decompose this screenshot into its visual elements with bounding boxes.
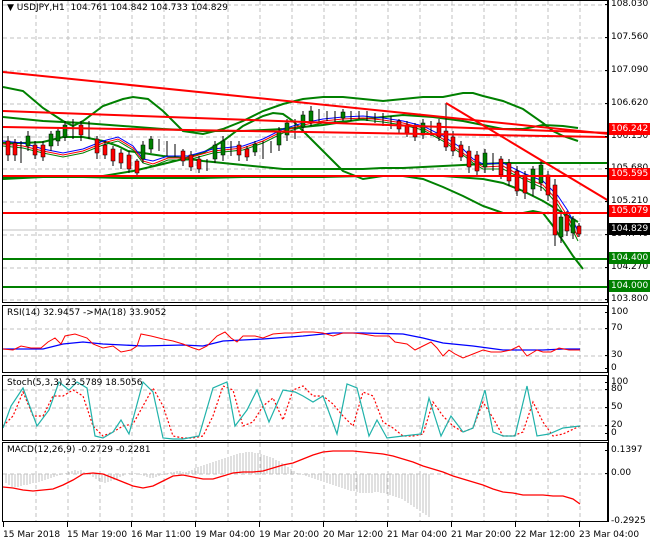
price-tick: 104.270: [604, 262, 648, 273]
time-label: 20 Mar 12:00: [323, 522, 384, 540]
price-axis[interactable]: 108.030 107.560 107.090 106.620 106.150 …: [604, 0, 650, 305]
macd-axis: 0.1397 0.00 -0.2925: [604, 442, 650, 526]
rsi-tick: 0: [605, 363, 617, 374]
price-tick: 107.560: [604, 32, 648, 43]
main-price-chart[interactable]: ▼ USDJPY,H1 104.761 104.842 104.733 104.…: [2, 0, 608, 303]
price-plot: [3, 1, 607, 302]
stoch-tick: 100: [604, 377, 628, 388]
symbol-timeframe: USDJPY,H1: [16, 3, 65, 13]
time-axis[interactable]: 15 Mar 2018 15 Mar 19:00 16 Mar 11:00 19…: [0, 522, 650, 550]
rsi-axis: 100 70 30 0: [604, 305, 650, 374]
price-tick: 107.090: [604, 65, 648, 76]
rsi-ma-line: [3, 332, 580, 351]
stoch-title: Stoch(5,3,3) 23.5789 18.5056: [7, 378, 143, 388]
level-badge-105079: 105.079: [609, 205, 650, 217]
rsi-tick: 30: [604, 350, 622, 361]
time-label: 19 Mar 20:00: [259, 522, 320, 540]
current-price-badge: 104.829: [609, 223, 650, 235]
stochastic-panel[interactable]: Stoch(5,3,3) 23.5789 18.5056: [2, 375, 608, 441]
time-label: 22 Mar 12:00: [515, 522, 576, 540]
rsi-tick: 70: [604, 323, 622, 334]
time-label: 21 Mar 04:00: [387, 522, 448, 540]
axis-divider: [608, 0, 609, 522]
rsi-panel[interactable]: RSI(14) 32.9457 ->MA(18) 33.9052: [2, 305, 608, 373]
stoch-main-line: [3, 380, 581, 440]
macd-histogram: [5, 452, 430, 517]
rsi-tick: 100: [604, 307, 628, 318]
stoch-tick: 0: [605, 428, 617, 439]
level-badge-104000: 104.000: [609, 280, 650, 292]
stoch-tick: 50: [604, 402, 622, 413]
ohlc-values: 104.761 104.842 104.733 104.829: [70, 3, 228, 13]
time-label: 19 Mar 04:00: [195, 522, 256, 540]
stoch-plot: [3, 376, 607, 440]
rsi-line: [3, 331, 580, 359]
chart-title: ▼ USDJPY,H1 104.761 104.842 104.733 104.…: [7, 3, 228, 13]
price-tick: 108.030: [604, 0, 648, 10]
price-tick: 105.210: [604, 196, 648, 207]
price-tick: 106.150: [604, 131, 648, 142]
time-label: 21 Mar 20:00: [451, 522, 512, 540]
stoch-tick: 80: [604, 384, 622, 395]
price-candles: [5, 103, 582, 246]
macd-signal-line: [3, 450, 581, 505]
time-label: 23 Mar 04:00: [579, 522, 640, 540]
chart-menu-arrow-icon[interactable]: ▼: [7, 3, 14, 13]
macd-tick: 0.00: [604, 468, 631, 479]
bull-candles: [25, 110, 576, 238]
rsi-plot: [3, 306, 607, 372]
stoch-axis: 100 80 50 20 0: [604, 375, 650, 441]
level-badge-104400: 104.400: [609, 252, 650, 264]
time-label: 15 Mar 2018: [3, 522, 61, 540]
macd-tick: -0.2925: [605, 516, 646, 527]
trendlines: [3, 71, 607, 214]
time-label: 16 Mar 11:00: [131, 522, 192, 540]
level-badge-105595: 105.595: [609, 168, 650, 180]
price-tick: 106.620: [604, 98, 648, 109]
macd-panel[interactable]: MACD(12,26,9) -0.2729 -0.2281: [2, 442, 608, 522]
bear-candles: [5, 120, 582, 236]
rsi-title: RSI(14) 32.9457 ->MA(18) 33.9052: [7, 308, 167, 318]
stoch-tick: 20: [604, 420, 622, 431]
grid-lines: [3, 1, 607, 302]
macd-plot: [3, 443, 607, 521]
support-levels: [3, 258, 607, 288]
macd-title: MACD(12,26,9) -0.2729 -0.2281: [7, 445, 151, 455]
level-badge-106242: 106.242: [609, 123, 650, 135]
price-tick: 103.800: [604, 294, 648, 305]
macd-tick: 0.1397: [605, 445, 643, 456]
time-label: 15 Mar 19:00: [67, 522, 128, 540]
